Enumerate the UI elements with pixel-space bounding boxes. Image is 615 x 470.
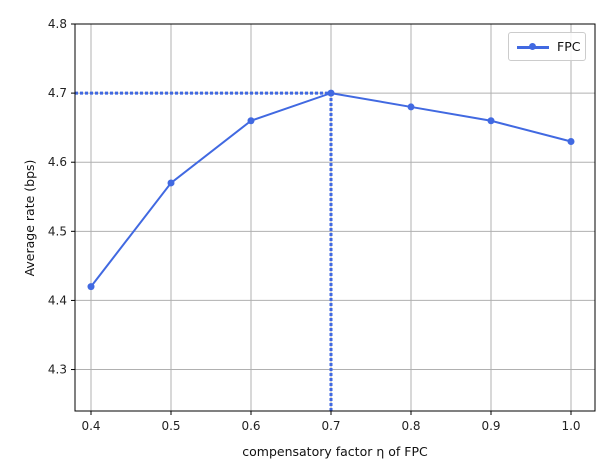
x-tick-label: 0.6 xyxy=(241,419,260,433)
series-fpc xyxy=(87,89,575,291)
x-axis-label: compensatory factor η of FPC xyxy=(242,444,428,459)
y-axis-label: Average rate (bps) xyxy=(22,160,37,277)
data-point-marker xyxy=(327,89,335,97)
x-axis-ticks: 0.4 0.5 0.6 0.7 0.8 0.9 1.0 xyxy=(81,411,581,433)
x-tick-label: 1.0 xyxy=(561,419,580,433)
y-tick-label: 4.7 xyxy=(48,86,67,100)
data-point-marker xyxy=(247,117,255,125)
data-point-marker xyxy=(487,117,495,125)
x-tick-label: 0.9 xyxy=(481,419,500,433)
data-point-marker xyxy=(407,103,415,111)
x-tick-label: 0.5 xyxy=(161,419,180,433)
y-tick-label: 4.8 xyxy=(48,17,67,31)
plot-frame xyxy=(74,23,596,412)
y-tick-label: 4.6 xyxy=(48,155,67,169)
legend-label: FPC xyxy=(557,39,581,54)
x-tick-label: 0.7 xyxy=(321,419,340,433)
grid-lines xyxy=(75,23,595,411)
data-point-marker xyxy=(167,179,175,187)
y-tick-label: 4.3 xyxy=(48,363,67,377)
x-tick-label: 0.8 xyxy=(401,419,420,433)
x-tick-label: 0.4 xyxy=(81,419,100,433)
y-tick-label: 4.5 xyxy=(48,224,67,238)
y-axis-ticks: 4.3 4.4 4.5 4.6 4.7 4.8 xyxy=(48,17,75,377)
y-tick-label: 4.4 xyxy=(48,293,67,307)
legend: FPC xyxy=(508,32,586,61)
data-point-marker xyxy=(567,137,575,145)
legend-marker-icon xyxy=(529,43,536,50)
optimum-guides xyxy=(75,91,333,411)
data-point-marker xyxy=(87,283,95,291)
